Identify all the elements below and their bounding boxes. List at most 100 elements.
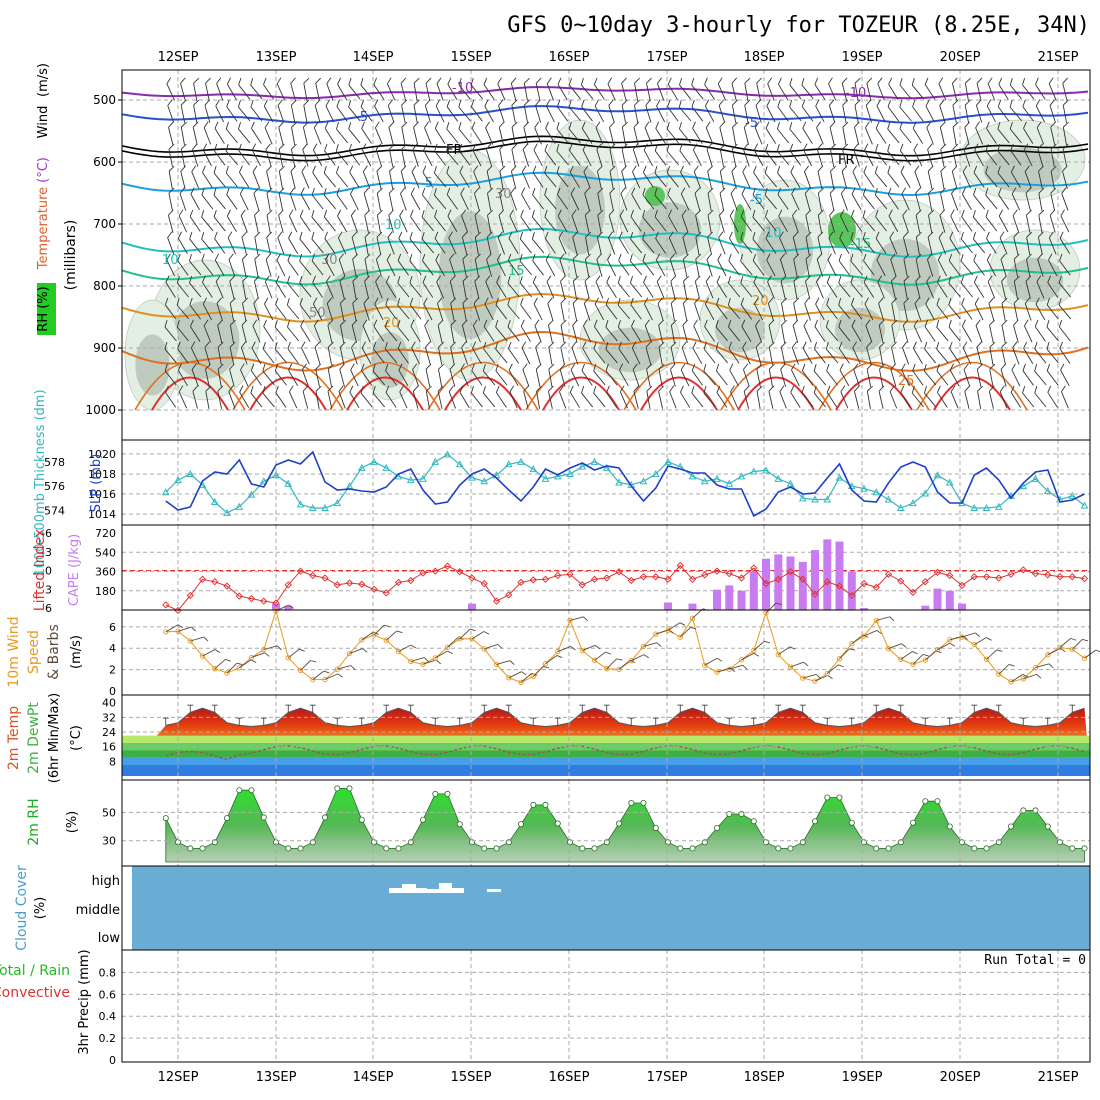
wind-barb-flag: [779, 385, 785, 392]
wind-barb-shaft: [903, 259, 908, 277]
wind-barb-flag: [865, 121, 870, 128]
wind-barb-shaft: [989, 347, 994, 365]
wind-barb: [486, 253, 493, 277]
wind-barb-shaft: [484, 644, 498, 650]
wind-barb-shaft: [891, 347, 896, 365]
wind-barb-flag: [498, 121, 505, 128]
isotherm-warm-arc: [818, 361, 930, 411]
wind-barb: [547, 297, 554, 321]
wind-barb-flag: [201, 253, 205, 262]
wind-barb-flag: [801, 78, 805, 86]
wind-barb: [609, 187, 616, 211]
wind-barb: [645, 99, 652, 123]
wind-barb-shaft: [949, 348, 961, 364]
wind-barb-shaft: [744, 105, 749, 123]
wind-barb-flag: [815, 99, 820, 107]
wind-barb-shaft: [802, 673, 817, 679]
wind-barb: [485, 121, 494, 145]
wind-barb-shaft: [1013, 259, 1019, 277]
wind-barb-flag: [913, 319, 919, 327]
wind-barb: [497, 231, 506, 255]
wind-barb-flag: [1050, 121, 1056, 128]
wind-barb-shaft: [949, 369, 960, 387]
li-tick-label: 0: [45, 565, 52, 578]
wind-barb: [288, 363, 299, 386]
wind-barb: [487, 187, 493, 211]
wind-barb-flag: [337, 673, 343, 678]
wind-barb-flag: [384, 342, 388, 350]
wind-barb-shaft: [412, 149, 419, 167]
wind-barb-shaft: [385, 304, 397, 320]
thickness-point: [235, 502, 244, 510]
wind-barb-10m: [263, 645, 282, 651]
wind-barb-flag: [789, 100, 793, 108]
wind-barb-flag: [642, 210, 646, 218]
wind-barb-flag: [486, 165, 493, 172]
wind-barb-flag: [412, 363, 418, 370]
wind-barb: [532, 187, 544, 210]
wind-barb-shaft: [644, 127, 653, 145]
wind-barb-shaft: [374, 303, 384, 321]
wind-barb-10m: [667, 622, 686, 631]
wind-barb-shaft: [777, 194, 789, 210]
lifted-index-point: [370, 585, 378, 593]
slp-line: [165, 450, 1085, 518]
wind-barb-shaft: [474, 281, 480, 299]
wind-barb-flag: [413, 99, 420, 106]
wind-barb: [1060, 363, 1070, 387]
wind-barb-flag: [583, 319, 588, 327]
wind-barb: [385, 297, 397, 320]
wind-barb-flag: [619, 363, 624, 371]
wind-barb-flag: [756, 385, 763, 392]
wind-barb-flag: [985, 143, 989, 151]
wind-barb-shaft: [617, 304, 631, 320]
wind-speed-point: [371, 632, 377, 638]
wind-barb: [461, 231, 468, 255]
wind-barb-flag: [230, 319, 236, 326]
wind-barb-shaft: [251, 347, 262, 365]
lifted-index-point: [811, 590, 819, 598]
wind-barb-shaft: [814, 674, 828, 682]
wind-speed-point: [640, 643, 647, 650]
wind-barb-10m: [422, 659, 442, 665]
wind-barb-shaft: [607, 237, 616, 255]
wind-speed-point: [898, 656, 904, 663]
wind-barb: [398, 231, 409, 254]
wind-barb-shaft: [509, 391, 518, 409]
wind-barb-flag: [768, 341, 775, 348]
wind-barb: [510, 77, 517, 101]
wind-barb-shaft: [998, 194, 1010, 210]
wind-barb: [193, 99, 200, 123]
wind-barb-shaft: [940, 171, 945, 189]
wind-barb-shaft: [960, 238, 973, 254]
wind-barb-flag: [535, 363, 542, 370]
wind-barb-flag: [426, 385, 432, 392]
wind-barb-flag: [544, 188, 548, 196]
wind-barb-flag: [508, 231, 513, 239]
wind-barb: [805, 231, 812, 255]
wind-barb: [190, 187, 200, 211]
wind-barb-10m: [508, 671, 527, 679]
wind-barb-10m: [851, 634, 869, 645]
wind-barb-shaft: [952, 105, 957, 123]
wind-barb: [411, 165, 420, 189]
wind-barb: [177, 231, 188, 254]
contour-label: -5: [750, 193, 763, 208]
wind-barb-shaft: [814, 326, 826, 342]
wind-barb: [361, 121, 372, 144]
wind-barb-flag: [557, 77, 562, 85]
wind10-unit-label: (m/s): [69, 635, 84, 669]
wind-barb-shaft: [670, 281, 676, 299]
wind-barb-shaft: [694, 281, 700, 299]
wind-barb-flag: [597, 187, 604, 194]
wind-barb: [225, 165, 238, 188]
wind-barb-flag: [213, 188, 217, 196]
wind-barb-shaft: [1050, 171, 1055, 189]
wind-barb-flag: [876, 253, 881, 261]
wind-speed-point: [1008, 679, 1014, 685]
wind-barb: [376, 165, 383, 189]
wind-barb-shaft: [914, 171, 922, 189]
wind-barb: [520, 319, 531, 342]
lifted-index-point: [1068, 573, 1076, 581]
wind-barb-flag: [902, 341, 908, 348]
